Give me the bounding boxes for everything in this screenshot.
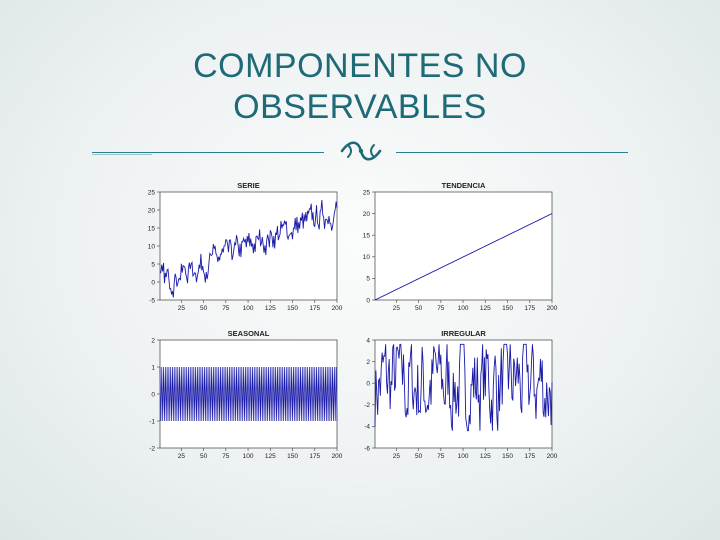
decorative-scroll-icon <box>340 141 382 161</box>
chart-title: IRREGULAR <box>441 329 486 338</box>
x-tick-label: 100 <box>243 453 254 460</box>
series-line <box>374 343 553 432</box>
y-tick-label: 0 <box>366 297 370 304</box>
x-tick-label: 150 <box>287 305 298 312</box>
x-tick-label: 150 <box>502 453 513 460</box>
y-tick-label: -2 <box>149 445 155 452</box>
y-tick-label: 20 <box>148 207 156 214</box>
chart-panel-serie: SERIE -5 0 5 10 15 20 25 25 50 75 100 125 150 175 200 <box>148 181 343 312</box>
y-tick-label: 5 <box>366 276 370 283</box>
x-tick-label: 100 <box>243 305 254 312</box>
x-tick-label: 75 <box>222 453 230 460</box>
title-rule-left-shadow <box>92 154 152 155</box>
y-tick-label: 5 <box>151 261 155 268</box>
x-tick-label: 175 <box>309 453 320 460</box>
x-tick-label: 25 <box>393 305 401 312</box>
title-rule-left <box>92 152 324 153</box>
x-tick-label: 50 <box>415 305 423 312</box>
x-tick-label: 175 <box>309 305 320 312</box>
y-tick-label: 0 <box>366 381 370 388</box>
y-tick-label: 15 <box>148 225 156 232</box>
x-tick-label: 75 <box>437 453 445 460</box>
x-tick-label: 150 <box>287 453 298 460</box>
chart-panel-tendencia: TENDENCIA 0 5 10 15 20 25 25 50 75 100 125 150 175 200 <box>363 181 558 312</box>
x-tick-label: 125 <box>480 305 491 312</box>
y-tick-label: 2 <box>366 359 370 366</box>
series-line <box>374 213 553 301</box>
x-tick-label: 100 <box>458 453 469 460</box>
chart-title: SEASONAL <box>228 329 270 338</box>
y-tick-label: 0 <box>151 279 155 286</box>
x-tick-label: 75 <box>222 305 230 312</box>
slide-title: COMPONENTES NO OBSERVABLES <box>150 46 570 128</box>
y-tick-label: 10 <box>148 243 156 250</box>
chart-panel-irregular: IRREGULAR -6 -4 -2 0 2 4 25 50 75 100 125 150 175 200 <box>364 329 558 460</box>
x-tick-label: 50 <box>415 453 423 460</box>
slide-title-line-2: OBSERVABLES <box>233 88 487 126</box>
x-tick-label: 50 <box>200 453 208 460</box>
x-tick-label: 200 <box>547 453 558 460</box>
x-tick-label: 125 <box>265 305 276 312</box>
chart-panel-seasonal: SEASONAL -2 -1 0 1 2 25 50 75 100 125 150 175 200 <box>149 329 343 460</box>
y-tick-label: 20 <box>363 211 371 218</box>
x-tick-label: 175 <box>524 305 535 312</box>
y-tick-label: -1 <box>149 418 155 425</box>
x-tick-label: 200 <box>332 453 343 460</box>
x-tick-label: 125 <box>265 453 276 460</box>
x-tick-label: 25 <box>178 305 186 312</box>
y-tick-label: -2 <box>364 402 370 409</box>
y-tick-label: 10 <box>363 254 371 261</box>
x-tick-label: 100 <box>458 305 469 312</box>
series-line <box>159 199 338 298</box>
y-tick-label: 2 <box>151 337 155 344</box>
x-tick-label: 25 <box>178 453 186 460</box>
x-tick-label: 25 <box>393 453 401 460</box>
chart-title: SERIE <box>237 181 260 190</box>
y-tick-label: 0 <box>151 391 155 398</box>
y-tick-label: 25 <box>148 189 156 196</box>
x-tick-label: 125 <box>480 453 491 460</box>
y-tick-label: 25 <box>363 189 371 196</box>
series-line <box>159 366 338 422</box>
plot-frame <box>374 191 553 301</box>
chart-title: TENDENCIA <box>442 181 486 190</box>
x-tick-label: 75 <box>437 305 445 312</box>
x-tick-label: 50 <box>200 305 208 312</box>
x-tick-label: 150 <box>502 305 513 312</box>
slide-title-line-1: COMPONENTES NO <box>193 47 527 85</box>
y-tick-label: 4 <box>366 337 370 344</box>
x-tick-label: 200 <box>547 305 558 312</box>
y-tick-label: -5 <box>149 297 155 304</box>
x-tick-label: 200 <box>332 305 343 312</box>
y-tick-label: -4 <box>364 424 370 431</box>
title-rule-right <box>396 152 628 153</box>
y-tick-label: 15 <box>363 233 371 240</box>
y-tick-label: 1 <box>151 364 155 371</box>
plot-frame <box>159 191 338 301</box>
x-tick-label: 175 <box>524 453 535 460</box>
y-tick-label: -6 <box>364 445 370 452</box>
